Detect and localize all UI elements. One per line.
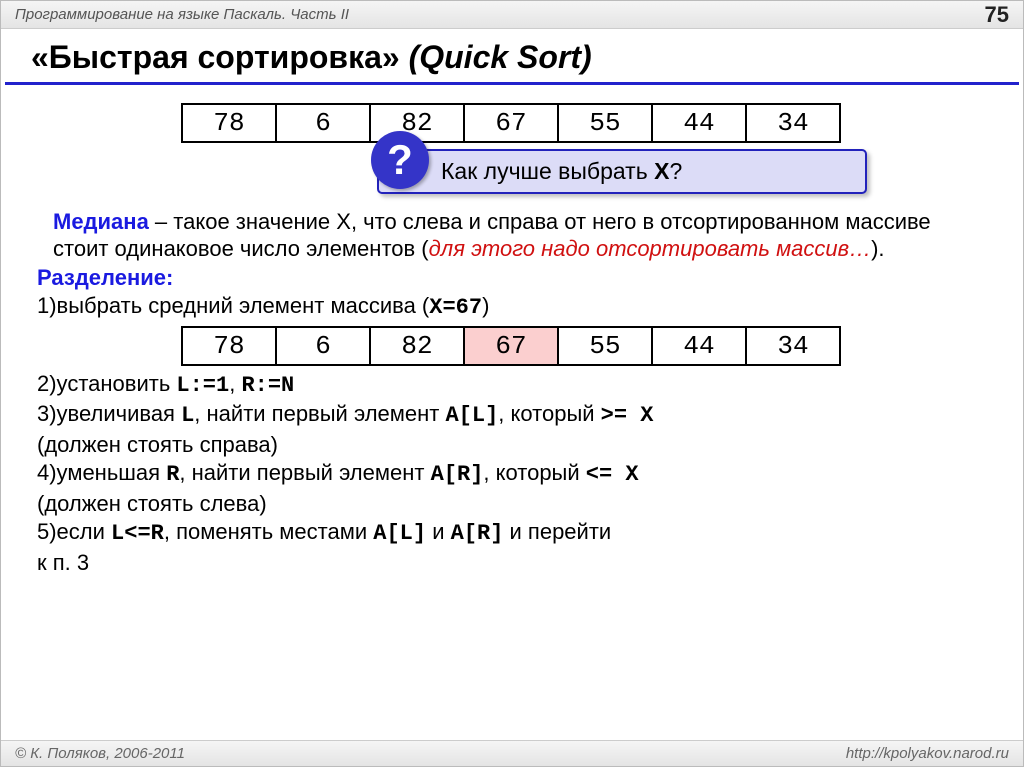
- step5-m2: A[L]: [373, 521, 426, 546]
- step1-mono: X=67: [429, 295, 482, 320]
- step3-m3: >= X: [601, 403, 654, 428]
- array-cell: 44: [651, 103, 747, 143]
- step5-mid1: , поменять местами: [164, 519, 373, 544]
- array-cell: 6: [275, 103, 371, 143]
- array-cell: 67: [463, 103, 559, 143]
- step2-m2: R:=N: [241, 373, 294, 398]
- footer-bar: © К. Поляков, 2006-2011 http://kpolyakov…: [1, 740, 1023, 766]
- median-label: Медиана: [53, 209, 149, 234]
- content-area: 78 6 82 67 55 44 34 ? Как лучше выбрать …: [1, 85, 1023, 576]
- array-cell: 44: [651, 326, 747, 366]
- step-3: 3)увеличивая L, найти первый элемент A[L…: [37, 400, 987, 430]
- step2-pre: 2)установить: [37, 371, 176, 396]
- title-sub: (Quick Sort): [409, 39, 592, 75]
- division-label: Разделение:: [37, 264, 987, 292]
- step5-tail: и перейти: [503, 519, 611, 544]
- array-cell: 82: [369, 326, 465, 366]
- step4-mid2: , который: [483, 460, 585, 485]
- median-paragraph: Медиана – такое значение X, что слева и …: [53, 208, 975, 263]
- array-cell: 34: [745, 103, 841, 143]
- step-5b: к п. 3: [37, 549, 987, 577]
- header-bar: Программирование на языке Паскаль. Часть…: [1, 1, 1023, 29]
- page-number: 75: [985, 2, 1009, 28]
- array-2: 78 6 82 67 55 44 34: [37, 326, 987, 366]
- step5-mid2: и: [426, 519, 451, 544]
- page-title: «Быстрая сортировка» (Quick Sort): [5, 29, 1019, 85]
- footer-url: http://kpolyakov.narod.ru: [846, 745, 1009, 762]
- array-cell: 78: [181, 103, 277, 143]
- title-main: «Быстрая сортировка»: [31, 39, 409, 75]
- step2-mid: ,: [229, 371, 241, 396]
- step-4: 4)уменьшая R, найти первый элемент A[R],…: [37, 459, 987, 489]
- array-cell: 55: [557, 326, 653, 366]
- question-x: X: [654, 158, 669, 184]
- step4-m3: <= X: [586, 462, 639, 487]
- step1-pre: 1)выбрать средний элемент массива (: [37, 293, 429, 318]
- array-1: 78 6 82 67 55 44 34: [37, 103, 987, 143]
- step-1: 1)выбрать средний элемент массива (X=67): [37, 292, 987, 322]
- step-3b: (должен стоять справа): [37, 431, 987, 459]
- array-cell: 6: [275, 326, 371, 366]
- question-icon: ?: [371, 131, 429, 189]
- division-heading: Разделение:: [37, 265, 173, 290]
- array-cell: 78: [181, 326, 277, 366]
- question-text: Как лучше выбрать: [441, 158, 654, 184]
- header-title: Программирование на языке Паскаль. Часть…: [15, 6, 349, 23]
- step5-m3: A[R]: [451, 521, 504, 546]
- step-5: 5)если L<=R, поменять местами A[L] и A[R…: [37, 518, 987, 548]
- question-bubble: Как лучше выбрать X?: [377, 149, 867, 194]
- array-cell-highlight: 67: [463, 326, 559, 366]
- question-box: ? Как лучше выбрать X?: [377, 149, 867, 194]
- median-red: для этого надо отсортировать массив…: [429, 236, 871, 261]
- step1-post: ): [482, 293, 489, 318]
- step3-pre: 3)увеличивая: [37, 401, 181, 426]
- array-cell: 55: [557, 103, 653, 143]
- question-tail: ?: [669, 158, 682, 184]
- step5-pre: 5)если: [37, 519, 111, 544]
- step4-pre: 4)уменьшая: [37, 460, 166, 485]
- copyright: © К. Поляков, 2006-2011: [15, 745, 185, 762]
- step5-m1: L<=R: [111, 521, 164, 546]
- step4-mid1: , найти первый элемент: [179, 460, 430, 485]
- median-text2: ).: [871, 236, 884, 261]
- step4-m1: R: [166, 462, 179, 487]
- step-2: 2)установить L:=1, R:=N: [37, 370, 987, 400]
- step2-m1: L:=1: [176, 373, 229, 398]
- step3-m1: L: [181, 403, 194, 428]
- step3-m2: A[L]: [445, 403, 498, 428]
- array-cell: 34: [745, 326, 841, 366]
- step-4b: (должен стоять слева): [37, 490, 987, 518]
- step4-m2: A[R]: [431, 462, 484, 487]
- step3-mid1: , найти первый элемент: [194, 401, 445, 426]
- step3-mid2: , который: [498, 401, 600, 426]
